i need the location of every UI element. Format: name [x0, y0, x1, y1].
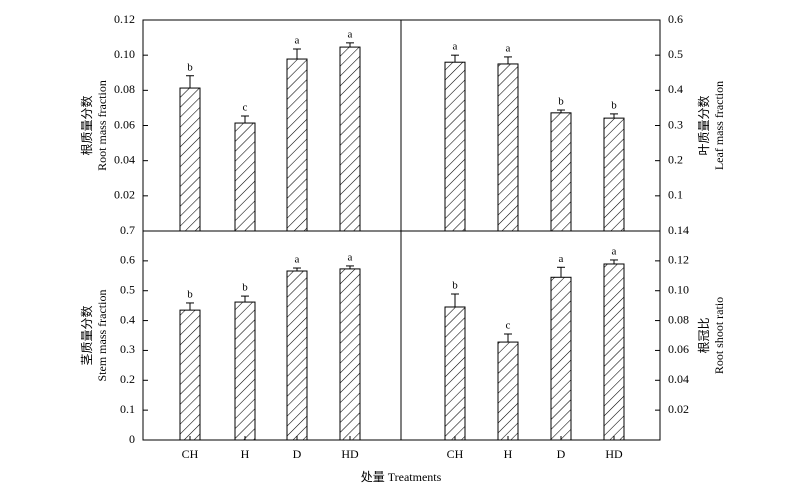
x-tick-label: H [504, 447, 513, 461]
y-tick-label: 0.12 [114, 12, 135, 26]
y-tick-label: 0.5 [668, 47, 683, 61]
y-tick-label: 0.08 [114, 82, 135, 96]
y-tick-label: 0.6 [668, 12, 683, 26]
y-tick-label: 0.1 [120, 402, 135, 416]
significance-label: a [295, 35, 300, 47]
y-axis-label: 根冠比 [697, 317, 711, 353]
y-tick-label: 0.06 [668, 342, 689, 356]
y-tick-label: 0.02 [114, 188, 135, 202]
y-tick-label: 0.12 [668, 253, 689, 267]
y-tick-label: 0.2 [120, 372, 135, 386]
bar [339, 46, 361, 232]
significance-label: a [559, 253, 564, 265]
x-tick-label: D [293, 447, 302, 461]
y-axis-label: Root mass fraction [95, 80, 109, 171]
y-axis-label: 叶质量分数 [696, 95, 711, 155]
y-axis-label: Leaf mass fraction [712, 81, 726, 170]
x-tick-label: HD [605, 447, 623, 461]
y-tick-label: 0.2 [668, 152, 683, 166]
y-tick-label: 0.7 [120, 223, 135, 237]
y-tick-label: 0.10 [114, 47, 135, 61]
bar [286, 58, 308, 232]
bar [444, 61, 466, 232]
significance-label: a [612, 245, 617, 257]
significance-label: c [506, 320, 511, 332]
x-tick-label: CH [447, 447, 464, 461]
bar [497, 63, 519, 232]
x-tick-label: D [557, 447, 566, 461]
significance-label: a [348, 251, 353, 263]
y-tick-label: 0.14 [668, 223, 689, 237]
y-tick-label: 0.04 [114, 152, 135, 166]
bar [550, 112, 572, 232]
y-tick-label: 0.04 [668, 372, 689, 386]
significance-label: a [295, 254, 300, 266]
bar [339, 268, 361, 441]
significance-label: b [187, 61, 193, 73]
y-tick-label: 0 [129, 432, 135, 446]
x-tick-label: HD [341, 447, 359, 461]
y-tick-label: 0.08 [668, 312, 689, 326]
y-axis-label: Root shoot ratio [712, 297, 726, 374]
significance-label: a [453, 41, 458, 53]
x-tick-label: H [241, 447, 250, 461]
significance-label: a [348, 28, 353, 40]
y-tick-label: 0.5 [120, 282, 135, 296]
y-axis-label: Stem mass fraction [95, 290, 109, 382]
bar [234, 122, 256, 232]
x-axis-label: 处量 Treatments [361, 470, 442, 484]
bar [550, 276, 572, 441]
significance-label: b [452, 280, 458, 292]
y-tick-label: 0.6 [120, 253, 135, 267]
y-tick-label: 0.06 [114, 117, 135, 131]
y-axis-label: 茎质量分数 [79, 305, 94, 365]
bar [286, 270, 308, 441]
bar [603, 117, 625, 232]
y-tick-label: 0.02 [668, 402, 689, 416]
bar [603, 263, 625, 441]
y-tick-label: 0.3 [668, 117, 683, 131]
bar [497, 341, 519, 441]
significance-label: b [187, 288, 193, 300]
y-tick-label: 0.4 [668, 82, 683, 96]
bar [234, 301, 256, 441]
significance-label: c [243, 102, 248, 114]
significance-label: b [558, 96, 564, 108]
significance-label: b [242, 282, 248, 294]
significance-label: a [506, 42, 511, 54]
y-tick-label: 0.1 [668, 188, 683, 202]
bar [179, 309, 201, 441]
y-tick-label: 0.10 [668, 282, 689, 296]
significance-label: b [611, 99, 617, 111]
x-tick-label: CH [182, 447, 199, 461]
bar [444, 306, 466, 441]
y-tick-label: 0.3 [120, 342, 135, 356]
bar [179, 87, 201, 232]
y-axis-label: 根质量分数 [79, 95, 94, 155]
y-tick-label: 0.4 [120, 312, 135, 326]
